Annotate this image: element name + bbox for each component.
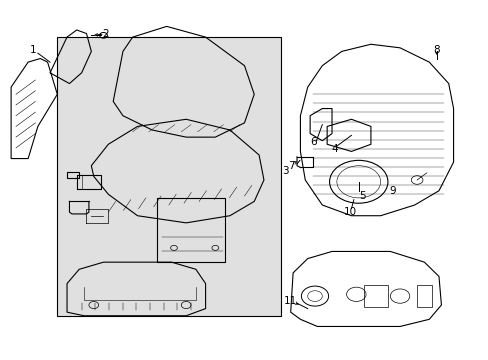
FancyBboxPatch shape [57,37,281,316]
Text: 7: 7 [288,161,294,171]
Bar [363,285,387,307]
Bar [67,172,79,178]
Text: 11: 11 [284,296,297,306]
Bar [416,285,431,307]
Text: 8: 8 [432,45,439,55]
Text: 1: 1 [30,45,36,55]
Text: 3: 3 [282,166,288,176]
Text: 9: 9 [388,186,395,196]
Text: 10: 10 [343,207,356,217]
Text: 4: 4 [330,144,337,154]
Text: 2: 2 [102,28,109,39]
Bar [157,198,224,262]
Text: 5: 5 [358,191,365,201]
Text: 6: 6 [309,138,316,148]
